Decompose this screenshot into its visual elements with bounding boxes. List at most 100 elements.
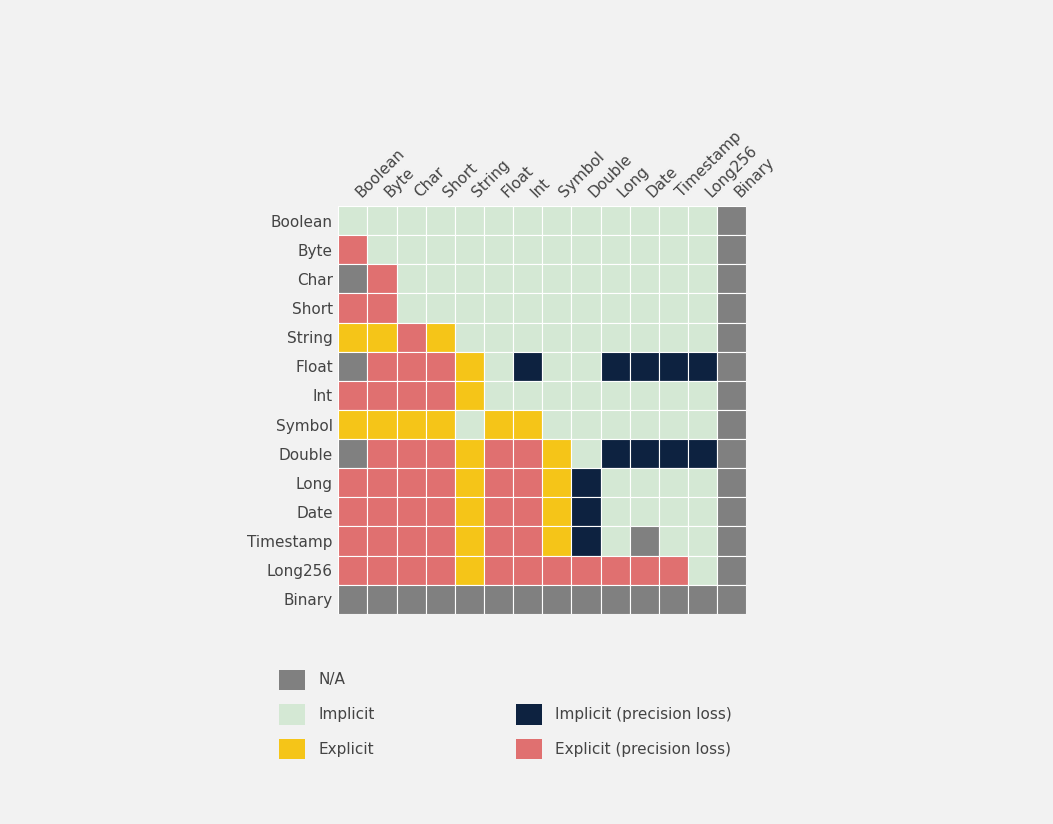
Bar (630, 352, 659, 381)
Bar (367, 322, 397, 352)
Bar (338, 235, 367, 265)
Bar (572, 352, 600, 381)
Bar (484, 235, 513, 265)
Bar (630, 235, 659, 265)
Bar (455, 265, 484, 293)
Bar (367, 293, 397, 322)
Bar (572, 527, 600, 555)
Bar (455, 206, 484, 235)
Bar (542, 381, 572, 410)
Bar (659, 555, 688, 585)
Bar (630, 265, 659, 293)
Bar (688, 352, 717, 381)
Bar (484, 352, 513, 381)
Bar (397, 439, 425, 468)
Bar (659, 585, 688, 614)
Bar (425, 585, 455, 614)
Bar (659, 381, 688, 410)
Bar (455, 527, 484, 555)
Bar (455, 439, 484, 468)
Bar (455, 352, 484, 381)
Bar (630, 527, 659, 555)
Bar (397, 265, 425, 293)
Bar (455, 381, 484, 410)
Bar (513, 265, 542, 293)
Bar (600, 468, 630, 498)
Bar (513, 206, 542, 235)
Bar (542, 468, 572, 498)
Bar (513, 527, 542, 555)
Bar (338, 410, 367, 439)
Bar (572, 498, 600, 527)
Bar (630, 585, 659, 614)
Bar (367, 206, 397, 235)
Bar (513, 410, 542, 439)
Bar (367, 468, 397, 498)
Bar (600, 410, 630, 439)
Bar (717, 352, 747, 381)
Bar (659, 352, 688, 381)
Bar (397, 235, 425, 265)
Bar (542, 527, 572, 555)
Bar (688, 585, 717, 614)
Bar (600, 235, 630, 265)
Bar (484, 468, 513, 498)
Bar (659, 206, 688, 235)
Bar (572, 265, 600, 293)
Bar (367, 585, 397, 614)
Bar (572, 585, 600, 614)
Bar (630, 468, 659, 498)
Bar (572, 206, 600, 235)
Bar (688, 322, 717, 352)
Bar (542, 265, 572, 293)
Bar (542, 206, 572, 235)
Bar (630, 322, 659, 352)
Bar (367, 410, 397, 439)
Bar (600, 381, 630, 410)
Bar (688, 410, 717, 439)
Text: N/A: N/A (318, 672, 345, 687)
Bar (717, 381, 747, 410)
Bar (717, 527, 747, 555)
Bar (484, 498, 513, 527)
Bar (425, 206, 455, 235)
Bar (484, 555, 513, 585)
Bar (338, 468, 367, 498)
Bar (688, 206, 717, 235)
Bar (455, 322, 484, 352)
Bar (659, 498, 688, 527)
Bar (484, 381, 513, 410)
Bar (600, 206, 630, 235)
Bar (572, 381, 600, 410)
Bar (717, 265, 747, 293)
Text: Implicit: Implicit (318, 707, 375, 722)
Bar (542, 439, 572, 468)
Bar (338, 293, 367, 322)
Bar (338, 322, 367, 352)
Bar (397, 206, 425, 235)
Bar (630, 293, 659, 322)
Bar (367, 381, 397, 410)
Bar (572, 439, 600, 468)
Bar (659, 322, 688, 352)
Bar (397, 381, 425, 410)
Bar (455, 498, 484, 527)
Bar (425, 265, 455, 293)
Bar (455, 410, 484, 439)
Text: Explicit (precision loss): Explicit (precision loss) (555, 742, 731, 756)
Bar (425, 352, 455, 381)
Bar (659, 527, 688, 555)
Bar (572, 235, 600, 265)
Bar (630, 410, 659, 439)
Bar (688, 555, 717, 585)
Bar (338, 585, 367, 614)
Bar (630, 206, 659, 235)
Bar (688, 381, 717, 410)
Bar (455, 293, 484, 322)
Bar (717, 439, 747, 468)
Text: Explicit: Explicit (318, 742, 374, 756)
Bar (542, 322, 572, 352)
Bar (397, 527, 425, 555)
Bar (425, 293, 455, 322)
Bar (572, 555, 600, 585)
